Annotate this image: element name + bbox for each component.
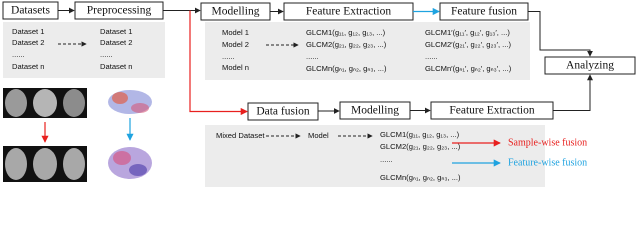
dataset: ...... bbox=[12, 50, 25, 59]
image bbox=[33, 89, 57, 117]
image bbox=[108, 147, 152, 179]
brain-images bbox=[3, 88, 87, 182]
legend-label: Feature-wise fusion bbox=[508, 157, 587, 168]
image bbox=[5, 89, 27, 117]
panel bbox=[3, 22, 165, 78]
box-label: Feature Extraction bbox=[449, 105, 535, 117]
legend-label: Sample-wise fusion bbox=[508, 137, 587, 148]
model: ...... bbox=[222, 52, 235, 61]
dataset: Dataset 1 bbox=[12, 27, 45, 36]
arrows bbox=[58, 7, 593, 116]
legend: Sample-wise fusion Feature-wise fusion bbox=[452, 137, 587, 168]
image bbox=[63, 148, 85, 180]
box-label: Feature fusion bbox=[451, 6, 517, 18]
panel bbox=[205, 125, 545, 187]
arrow bbox=[528, 11, 593, 57]
glcm: ...... bbox=[306, 52, 319, 61]
dataset: Dataset 2 bbox=[100, 38, 133, 47]
arrow bbox=[553, 74, 593, 111]
boxes: Datasets Preprocessing Modelling Feature… bbox=[2, 1, 636, 121]
fused-glcm: GLCM2′(g₂₁′, g₂₂′, g₂₃′, ...) bbox=[425, 40, 511, 49]
image bbox=[112, 92, 128, 104]
sample-panel: Mixed Dataset Model GLCM1(g₁₁, g₁₂, g₁₃,… bbox=[216, 130, 461, 182]
box-label: Modelling bbox=[351, 105, 399, 117]
box-label: Datasets bbox=[11, 5, 50, 17]
fused-glcm: ...... bbox=[425, 52, 438, 61]
box-label: Data fusion bbox=[256, 106, 310, 118]
dataset: Dataset 2 bbox=[12, 38, 45, 47]
image bbox=[5, 148, 27, 180]
glcm: GLCM1(g₁₁, g₁₂, g₁₃, ...) bbox=[380, 130, 460, 139]
dataset: Dataset 1 bbox=[100, 27, 133, 36]
dataset: Dataset n bbox=[100, 62, 133, 71]
feature-panel: Model 1 Model 2 ...... Model n GLCM1(g₁₁… bbox=[222, 28, 512, 73]
diagram: Datasets Preprocessing Modelling Feature… bbox=[2, 1, 636, 187]
model: Model 1 bbox=[222, 28, 249, 37]
box-label: Preprocessing bbox=[87, 5, 152, 17]
image bbox=[131, 103, 149, 113]
image bbox=[33, 148, 57, 180]
model: Model bbox=[308, 131, 329, 140]
box-label: Analyzing bbox=[566, 60, 614, 72]
glcm: GLCM2(g₂₁, g₂₂, g₂₃, ...) bbox=[306, 40, 387, 49]
model: Model n bbox=[222, 63, 249, 72]
panel bbox=[205, 22, 530, 80]
dataset: ...... bbox=[100, 50, 113, 59]
fused-glcm: GLCMn′(gₙ₁′, gₙ₂′, gₙ₃′, ...) bbox=[425, 64, 512, 73]
glcm: GLCMn(gₙ₁, gₙ₂, gₙ₃, ...) bbox=[380, 173, 461, 182]
glcm: GLCMn(gₙ₁, gₙ₂, gₙ₃, ...) bbox=[306, 64, 387, 73]
mixed-dataset: Mixed Dataset bbox=[216, 131, 265, 140]
glcm: ...... bbox=[380, 155, 393, 164]
image bbox=[129, 164, 147, 176]
image bbox=[63, 89, 85, 117]
arrow bbox=[189, 10, 248, 116]
scatter-images bbox=[108, 90, 152, 179]
box-label: Feature Extraction bbox=[306, 6, 392, 18]
image bbox=[113, 151, 131, 165]
dataset: Dataset n bbox=[12, 62, 45, 71]
fused-glcm: GLCM1′(g₁₁′, g₁₂′, g₁₃′, ...) bbox=[425, 28, 510, 37]
model: Model 2 bbox=[222, 40, 249, 49]
glcm: GLCM1(g₁₁, g₁₂, g₁₃, ...) bbox=[306, 28, 386, 37]
glcm: GLCM2(g₂₁, g₂₂, g₂₃, ...) bbox=[380, 142, 461, 151]
box-label: Modelling bbox=[212, 6, 260, 18]
preprocessing-panel: Dataset 1 Dataset 2 ...... Dataset n Dat… bbox=[12, 27, 133, 71]
box bbox=[544, 56, 636, 75]
